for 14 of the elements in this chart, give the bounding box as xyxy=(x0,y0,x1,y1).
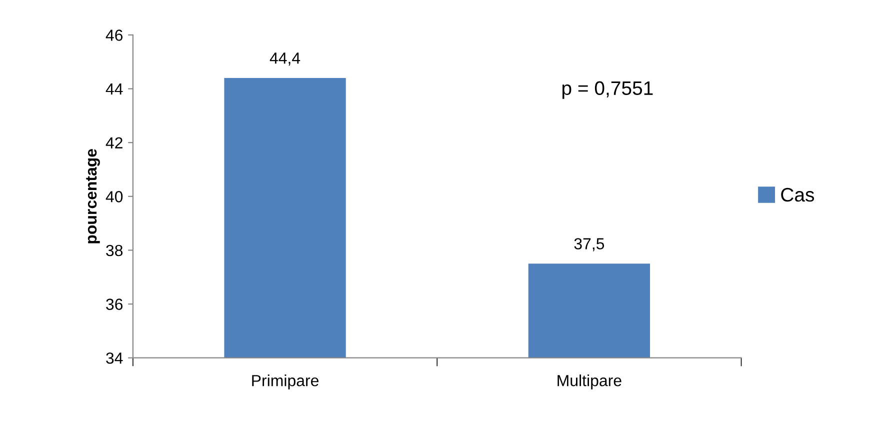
y-tick-label: 38 xyxy=(106,244,123,256)
y-tick-label: 34 xyxy=(106,352,123,364)
y-tick-label: 40 xyxy=(106,191,123,202)
y-axis-title: pourcentage xyxy=(86,149,100,244)
y-tick-label: 44 xyxy=(106,84,123,95)
y-tick-label: 42 xyxy=(106,137,122,148)
legend-label: Cas xyxy=(781,188,814,202)
annotation: p = 0,7551 xyxy=(562,81,653,99)
y-tick-label: 36 xyxy=(106,298,123,310)
data-label: 44,4 xyxy=(270,52,300,66)
x-tick-label: Multipare xyxy=(558,374,622,390)
data-label: 37,5 xyxy=(574,238,604,252)
y-tick-label: 46 xyxy=(106,30,123,41)
x-tick-label: Primipare xyxy=(252,374,318,390)
